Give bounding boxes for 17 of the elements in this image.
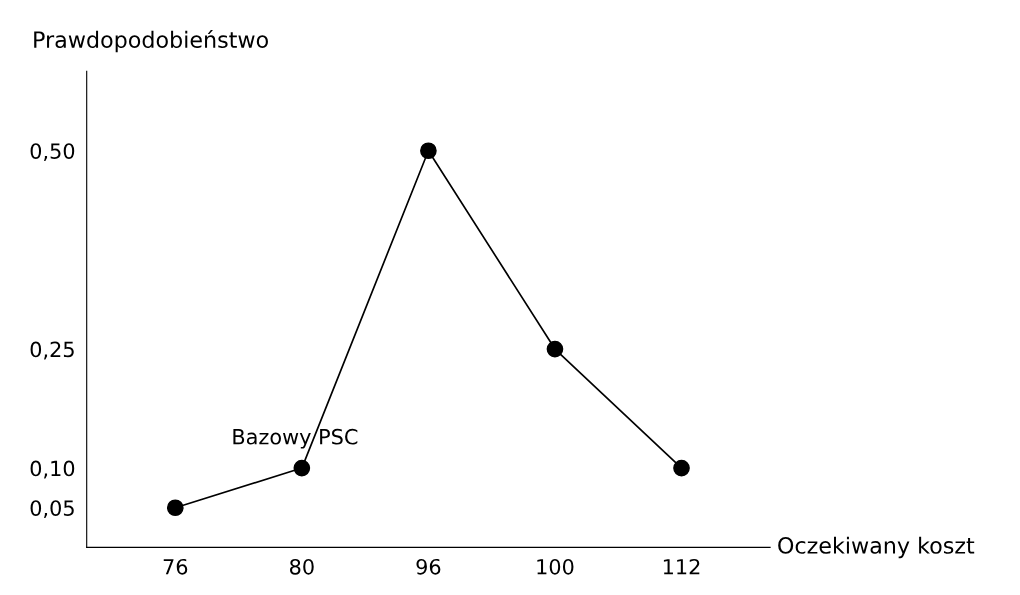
y-tick-label: 0,10: [30, 460, 75, 479]
y-tick-label: 0,05: [30, 500, 74, 519]
y-axis-title: Prawdopodobieństwo: [34, 29, 268, 53]
y-tick-label: 0,50: [30, 143, 75, 162]
x-tick-label: 100: [537, 558, 574, 575]
y-tick-label: 0,25: [30, 341, 74, 360]
point: [293, 459, 311, 477]
annotation: Bazowy PSC: [233, 428, 358, 449]
x-tick-label: 112: [663, 558, 700, 575]
x-tick-label: 80: [290, 558, 314, 575]
point: [546, 340, 564, 358]
point: [166, 499, 184, 517]
x-tick-label: 76: [163, 558, 188, 575]
x-tick-label: 96: [416, 558, 441, 575]
x-axis-title: Oczekiwany koszt: [778, 536, 975, 559]
point: [420, 142, 437, 160]
point: [673, 459, 690, 477]
